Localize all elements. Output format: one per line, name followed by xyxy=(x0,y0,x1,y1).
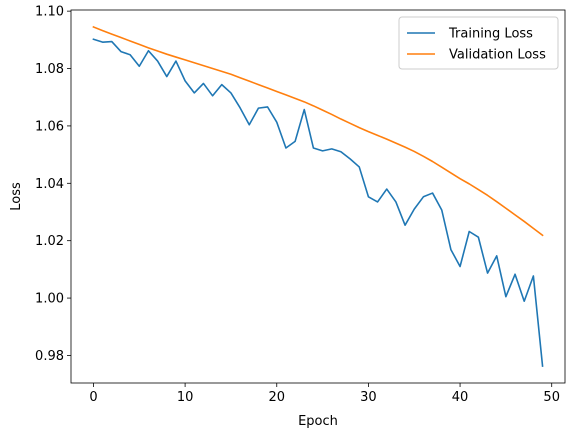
y-tick-label: 1.06 xyxy=(35,119,64,134)
series-line-validation-loss xyxy=(92,25,544,237)
x-axis-label: Epoch xyxy=(298,414,338,429)
y-tick-label: 1.08 xyxy=(35,62,64,77)
plot-frame xyxy=(70,9,566,384)
y-tick-label: 1.10 xyxy=(35,5,64,20)
legend-box xyxy=(398,16,559,70)
series-line-training-loss xyxy=(92,38,544,367)
y-axis: 0.98 1.00 1.02 1.04 1.06 1.08 1.10 xyxy=(35,5,71,364)
y-tick-label: 1.04 xyxy=(35,177,64,192)
series-layer xyxy=(92,25,544,367)
x-tick-label: 50 xyxy=(543,390,560,405)
y-tick-label: 1.02 xyxy=(35,234,64,249)
y-tick-label: 1.00 xyxy=(35,292,64,307)
y-axis-label: Loss xyxy=(9,182,24,211)
x-tick-label: 20 xyxy=(268,390,285,405)
x-tick-label: 40 xyxy=(452,390,469,405)
legend: Training Loss Validation Loss xyxy=(398,16,559,70)
legend-label: Training Loss xyxy=(448,27,533,42)
x-axis: 0 10 20 30 40 50 xyxy=(89,383,560,405)
y-tick-label: 0.98 xyxy=(35,349,64,364)
x-tick-label: 30 xyxy=(360,390,377,405)
x-tick-label: 0 xyxy=(89,390,97,405)
x-tick-label: 10 xyxy=(177,390,194,405)
legend-label: Validation Loss xyxy=(449,48,546,63)
